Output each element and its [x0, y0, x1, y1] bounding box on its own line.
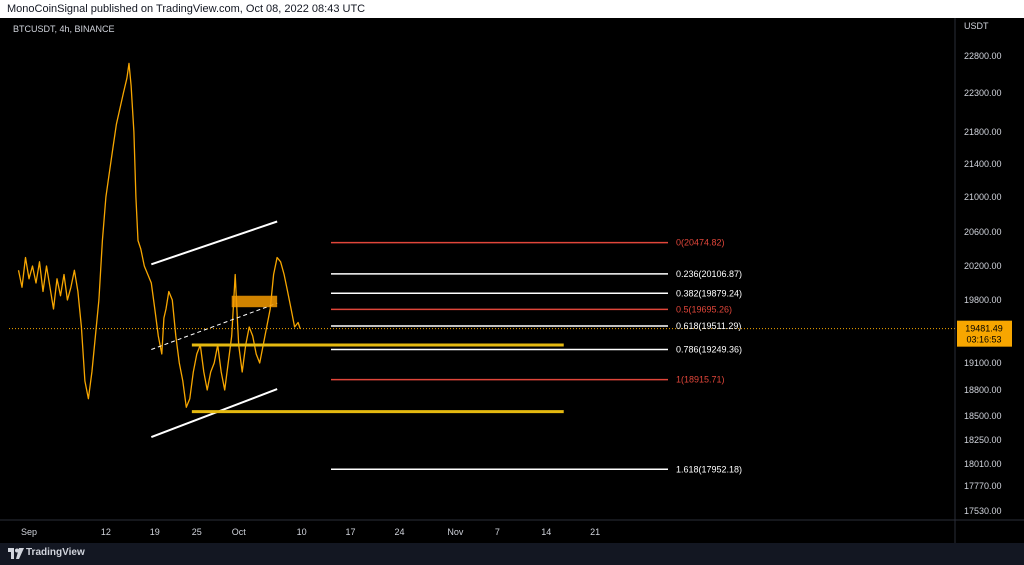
fib-label-1: 1(18915.71)	[676, 375, 725, 385]
price-badge-countdown: 03:16:53	[966, 335, 1001, 345]
y-tick-label: 17530.00	[964, 506, 1002, 516]
publish-header: MonoCoinSignal published on TradingView.…	[0, 0, 1024, 18]
fib-label-1-618: 1.618(17952.18)	[676, 464, 742, 474]
fib-label-0-5: 0.5(19695.26)	[676, 304, 732, 314]
y-tick-label: 22300.00	[964, 88, 1002, 98]
y-tick-label: 19100.00	[964, 358, 1002, 368]
tradingview-logo-icon	[8, 548, 24, 559]
fib-label-0-618: 0.618(19511.29)	[676, 321, 741, 331]
y-tick-label: 17770.00	[964, 481, 1002, 491]
x-tick-label: 25	[192, 527, 202, 537]
fib-label-0-382: 0.382(19879.24)	[676, 288, 742, 298]
y-tick-label: 21800.00	[964, 127, 1002, 137]
brand-name: TradingView	[26, 547, 85, 558]
price-series-line	[17, 62, 301, 408]
fib-label-0: 0(20474.82)	[676, 238, 725, 248]
y-tick-label: 20200.00	[964, 261, 1002, 271]
price-badge-box	[957, 320, 1012, 347]
y-tick-label: 18500.00	[964, 411, 1002, 421]
y-tick-label: 18800.00	[964, 385, 1002, 395]
x-tick-label: 24	[394, 527, 404, 537]
price-chart[interactable]: 0(20474.82) 0.236(20106.87) 0.382(19879.24…	[0, 18, 1024, 543]
x-tick-label: 14	[541, 527, 551, 537]
y-tick-label: 19800.00	[964, 295, 1002, 305]
y-tick-label: 21000.00	[964, 192, 1002, 202]
plot-area	[9, 62, 955, 471]
x-tick-label: Nov	[447, 527, 464, 537]
y-tick-label: 18010.00	[964, 459, 1002, 469]
x-tick-label: 21	[590, 527, 600, 537]
y-tick-label: 22800.00	[964, 51, 1002, 61]
y-tick-label: 20600.00	[964, 227, 1002, 237]
y-tick-label: 18250.00	[964, 435, 1002, 445]
channel-mid-line	[151, 302, 278, 350]
x-tick-label: 17	[346, 527, 356, 537]
channel-upper-line	[151, 220, 278, 266]
x-tick-label: 7	[495, 527, 500, 537]
fib-label-0-786: 0.786(19249.36)	[676, 345, 742, 355]
x-tick-label: 19	[150, 527, 160, 537]
x-tick-label: 12	[101, 527, 111, 537]
currency-label: USDT	[964, 21, 989, 31]
x-tick-label: Sep	[21, 527, 37, 537]
x-tick-label: 10	[297, 527, 307, 537]
orange-zone-2	[231, 295, 278, 308]
publish-info: MonoCoinSignal published on TradingView.…	[7, 3, 366, 15]
footer-bar: TradingView	[0, 543, 1024, 565]
price-badge-value: 19481.49	[965, 324, 1003, 334]
x-tick-label: Oct	[232, 527, 247, 537]
symbol-info: BTCUSDT, 4h, BINANCE	[13, 24, 115, 34]
fib-label-0-236: 0.236(20106.87)	[676, 269, 742, 279]
y-tick-label: 21400.00	[964, 159, 1002, 169]
